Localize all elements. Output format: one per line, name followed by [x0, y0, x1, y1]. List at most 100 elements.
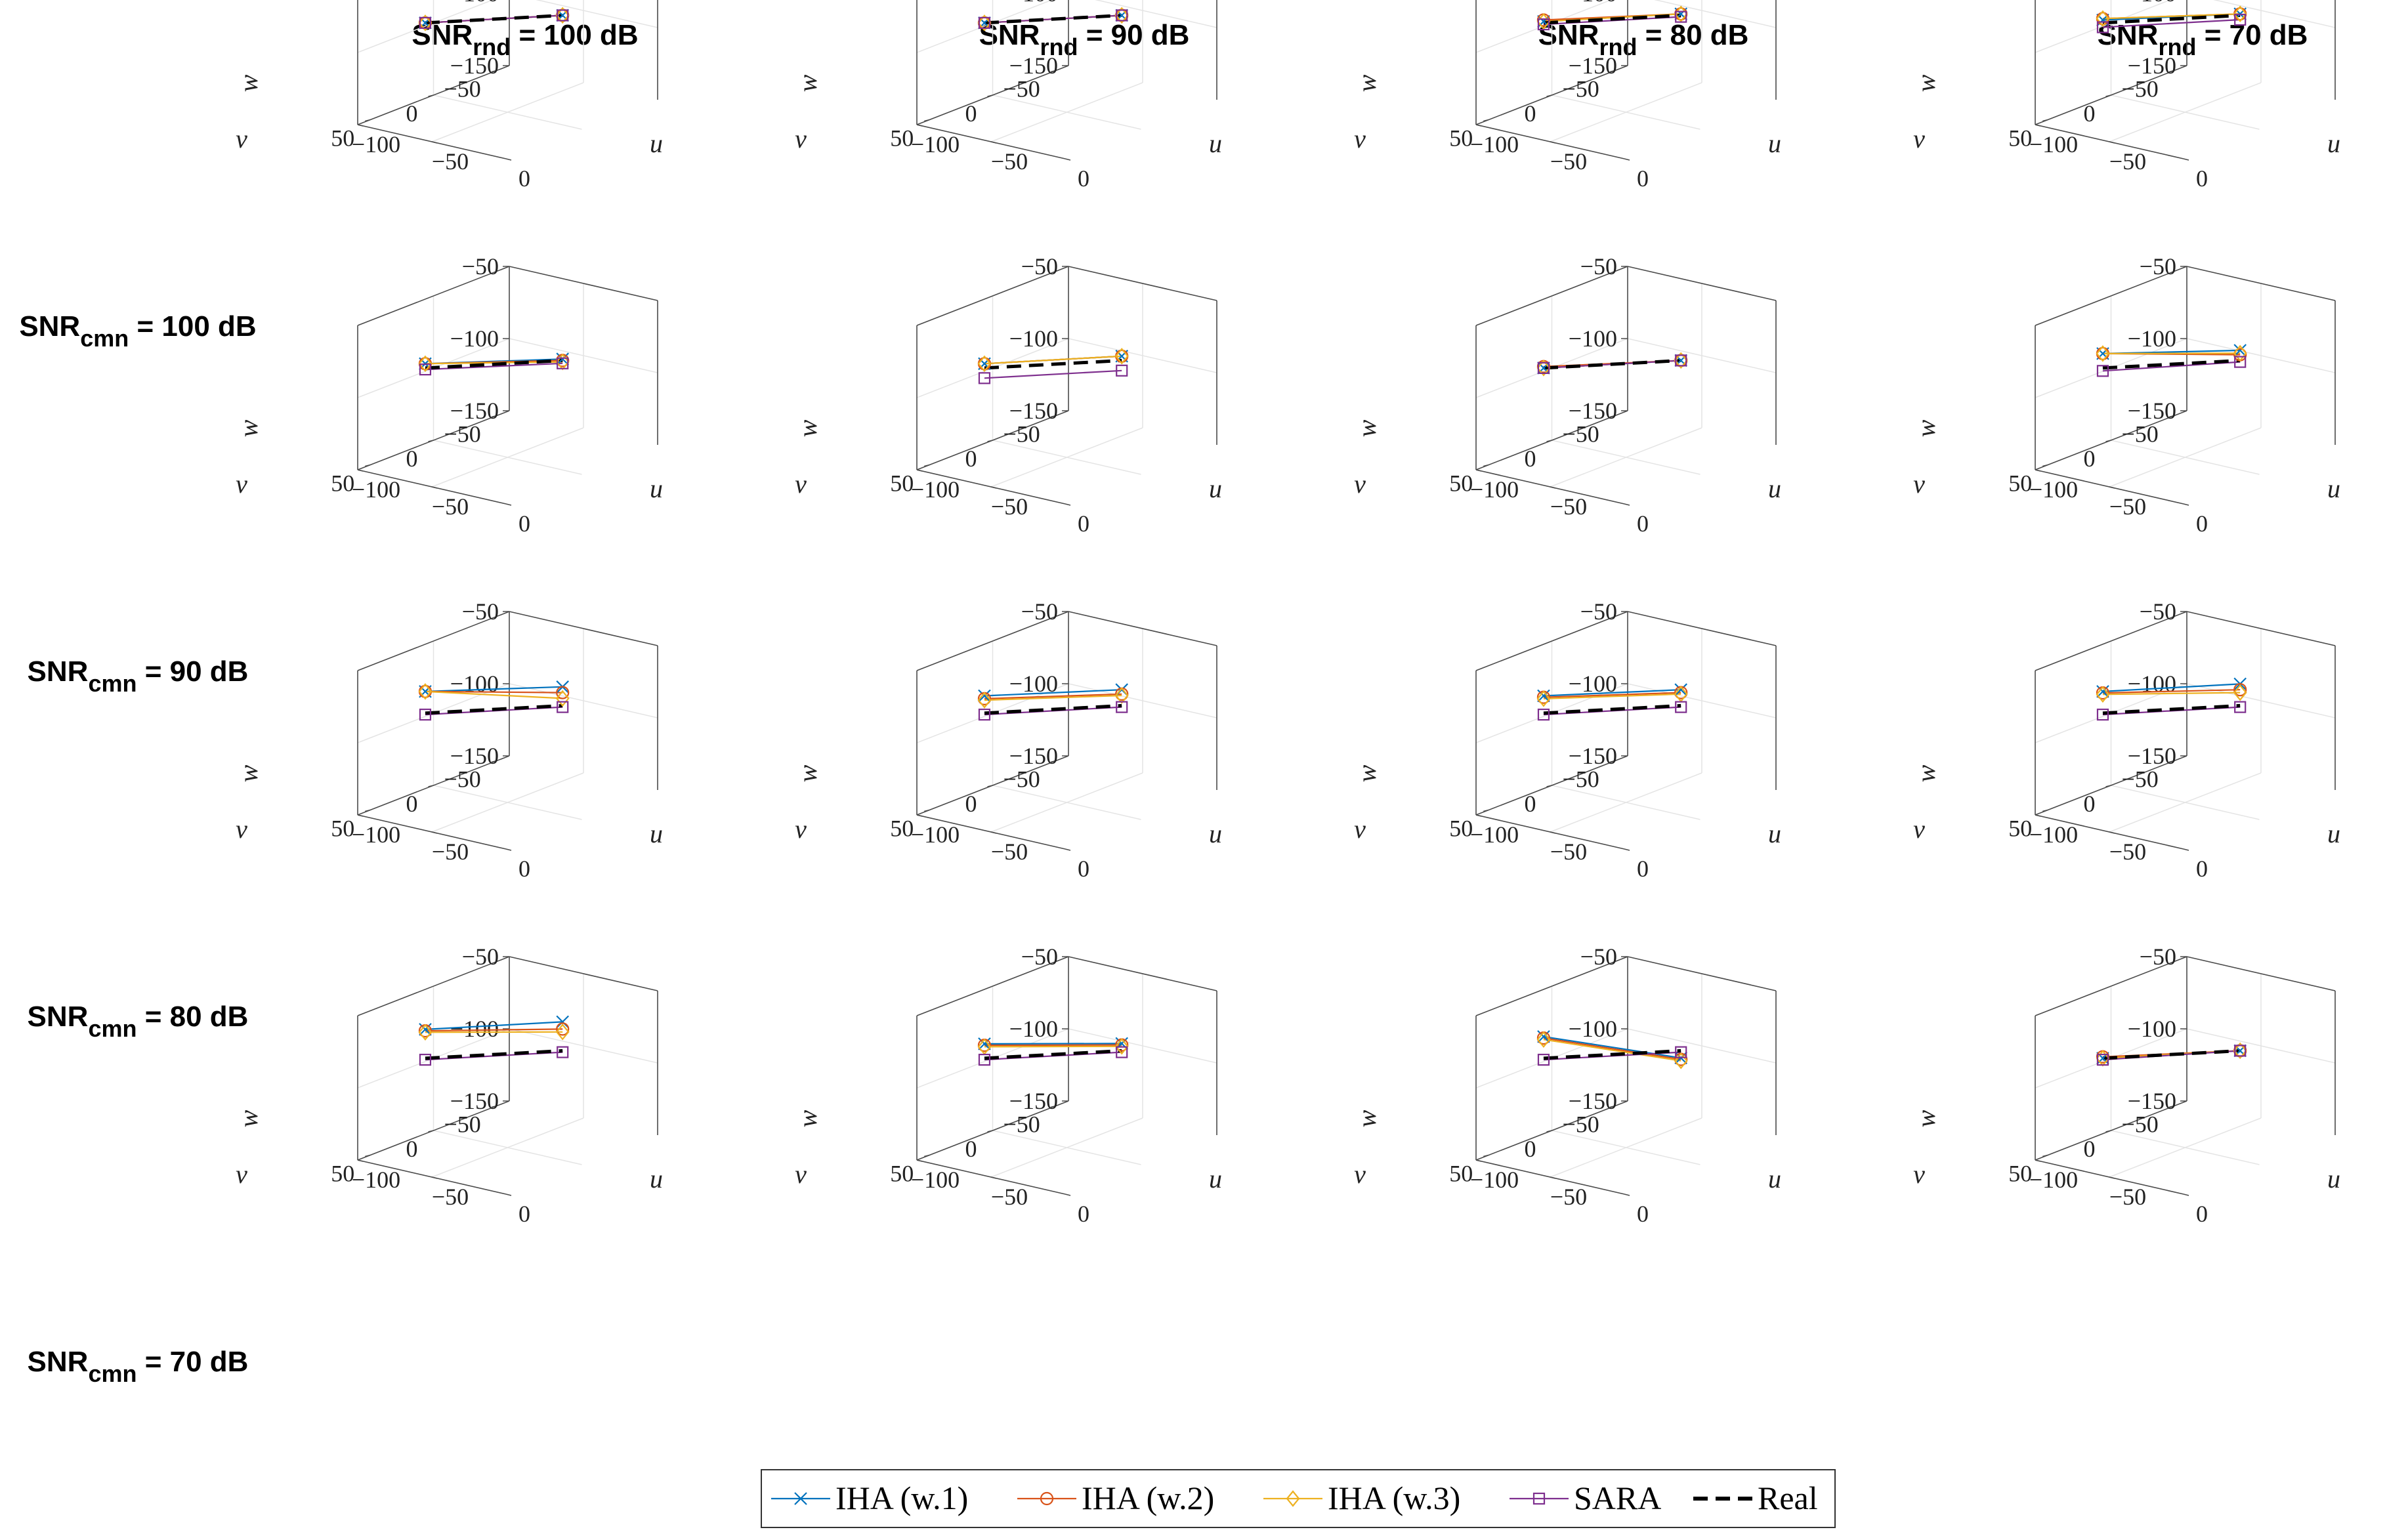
v-tick-label: −50	[1003, 1111, 1040, 1138]
header-rest: = 100 dB	[129, 310, 256, 342]
marker-end	[1116, 364, 1128, 377]
u-tick	[431, 486, 438, 489]
w-tick-label: −150	[1569, 1088, 1617, 1114]
v-tick	[1483, 464, 1489, 467]
series-line-real	[1543, 13, 1681, 25]
u-tick	[1475, 1159, 1482, 1162]
header-main: SNR	[19, 310, 80, 342]
v-axis-label: v	[795, 469, 807, 499]
u-tick	[2035, 124, 2041, 127]
marker-start	[1536, 1031, 1551, 1048]
w-tick-label: −150	[1009, 1088, 1058, 1114]
marker-start	[978, 1053, 991, 1066]
marker-start	[1536, 690, 1551, 707]
u-tick	[2109, 831, 2115, 834]
series-line-real	[2102, 358, 2241, 370]
w-tick-label: −100	[2128, 0, 2176, 7]
w-axis-label: w	[1352, 764, 1382, 782]
column-headers: SNRrnd = 100 dB SNRrnd = 90 dB SNRrnd = 80…	[412, 19, 2308, 60]
v-tick	[2168, 70, 2174, 73]
v-tick-label: 0	[406, 100, 418, 127]
w-axis-label: w	[1911, 764, 1941, 782]
v-tick-label: −50	[2121, 1111, 2158, 1138]
w-tick-label: −50	[1021, 944, 1058, 970]
v-tick-label: 0	[1525, 791, 1536, 817]
u-tick-label: 0	[2196, 510, 2208, 537]
series-line-real	[425, 13, 563, 25]
series-line-real	[984, 13, 1122, 25]
u-tick-label: 0	[1078, 510, 1089, 537]
v-tick-label: 50	[1449, 125, 1473, 152]
marker-start	[419, 1053, 432, 1066]
header-main: SNR	[28, 1001, 89, 1033]
column-header-2: SNRrnd = 90 dB	[979, 19, 1190, 60]
panels-grid: −100−500500−50−50−100−150vuw−100−500500−…	[234, 0, 2340, 1227]
header-subscript: cmn	[88, 1360, 137, 1387]
axis-box-edge	[2035, 956, 2187, 1016]
marker-start	[1537, 14, 1550, 28]
marker-end	[1675, 701, 1687, 713]
v-tick-label: 0	[965, 1136, 977, 1162]
marker-end	[1675, 1046, 1687, 1058]
u-tick	[990, 1176, 997, 1179]
u-tick	[2183, 158, 2189, 161]
series-line-real	[425, 703, 563, 715]
legend-marker	[1532, 1492, 1546, 1505]
marker-start	[418, 14, 433, 31]
series-line-iha-w-1-	[984, 1043, 1122, 1045]
u-tick	[1550, 831, 1556, 834]
v-tick	[428, 94, 434, 97]
u-axis-label: u	[650, 1164, 663, 1194]
u-tick	[2109, 1176, 2115, 1179]
u-tick-label: −100	[911, 821, 960, 848]
series-line-real	[2102, 1048, 2241, 1060]
axis-box-edge	[2186, 956, 2336, 991]
w-axis-label: w	[234, 74, 263, 92]
u-tick-label: −100	[2029, 476, 2078, 503]
u-tick-label: −50	[2109, 493, 2146, 520]
marker-end	[2233, 5, 2247, 22]
series-line-real	[425, 358, 563, 370]
v-tick	[1050, 415, 1056, 418]
w-tick-label: −50	[462, 253, 499, 280]
marker-start	[419, 708, 432, 721]
marker-start	[2096, 708, 2109, 721]
marker-end	[1116, 9, 1128, 22]
u-axis-label: u	[1209, 1164, 1222, 1194]
axis-box-edge	[2186, 611, 2336, 646]
series-line-iha-w-3-	[425, 1031, 563, 1033]
legend: IHA (w.1) IHA (w.2) IHA (w.3) SARA Real	[761, 1469, 1836, 1528]
v-tick	[491, 760, 497, 763]
marker-start	[1537, 1053, 1550, 1066]
panel-r2-c3: −100 −50 0 50 0 −50 −50 −100 −150 v u w	[1352, 253, 1781, 537]
v-tick	[428, 440, 434, 442]
v-tick	[1546, 1130, 1552, 1132]
v-tick-label: 50	[331, 125, 354, 152]
marker-start	[418, 683, 433, 700]
w-axis-label: w	[234, 419, 263, 437]
axis-box-edge	[2186, 266, 2336, 301]
u-tick-label: −100	[352, 821, 400, 848]
v-tick	[1050, 70, 1056, 73]
grid-line	[1550, 1117, 1702, 1178]
series-line-real	[1543, 358, 1681, 370]
grid-line	[990, 772, 1143, 833]
v-tick-label: 0	[2084, 100, 2096, 127]
u-tick-label: −50	[991, 148, 1028, 175]
w-tick-label: −150	[450, 398, 499, 424]
w-tick-label: −50	[1580, 253, 1617, 280]
axis-box-edge	[1475, 956, 1628, 1016]
header-rest: = 100 dB	[511, 19, 638, 51]
v-axis-label: v	[236, 814, 247, 844]
u-axis-label: u	[2327, 819, 2340, 848]
series-line-iha-w-3-	[425, 690, 563, 699]
u-tick-label: −100	[911, 476, 960, 503]
series-line-iha-w-3-	[2102, 352, 2241, 355]
v-axis-label: v	[1913, 124, 1925, 154]
v-tick-label: 0	[965, 446, 977, 472]
u-tick	[1550, 486, 1556, 489]
series-line-real	[1543, 1048, 1681, 1060]
u-tick-label: −50	[2109, 839, 2146, 865]
u-tick-label: 0	[2196, 165, 2208, 192]
header-subscript: cmn	[88, 1015, 137, 1042]
